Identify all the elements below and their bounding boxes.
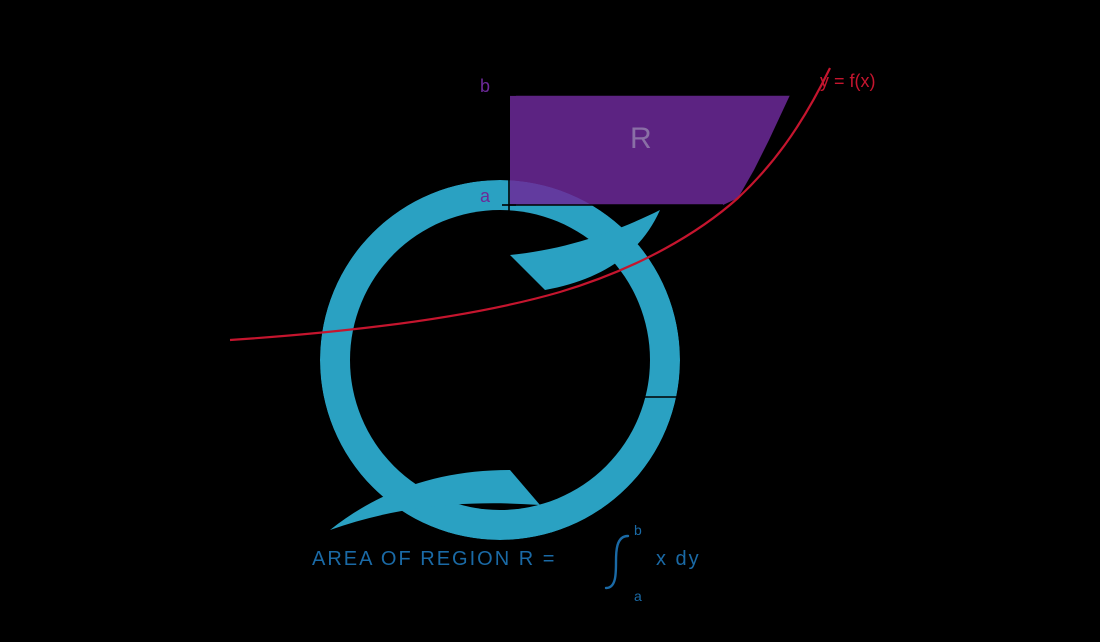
limit-a-label: a	[480, 186, 490, 207]
y-axis-arrow	[503, 60, 515, 70]
formula-lower-limit: a	[634, 588, 642, 604]
formula-upper-limit: b	[634, 522, 642, 538]
formula-right: x dy	[656, 548, 701, 571]
x-axis-arrow	[860, 391, 870, 403]
limit-b-label: b	[480, 76, 490, 97]
plot-layer	[0, 0, 1100, 642]
integral-sign	[606, 536, 628, 588]
region-letter: R	[630, 122, 652, 156]
x-axis-label: x	[882, 379, 891, 400]
y-axis-label: y	[500, 37, 509, 58]
diagram-stage: y x a b R y = f(x) AREA OF REGION R = b …	[0, 0, 1100, 642]
function-label: y = f(x)	[820, 71, 876, 92]
formula-left: AREA OF REGION R =	[312, 548, 556, 571]
